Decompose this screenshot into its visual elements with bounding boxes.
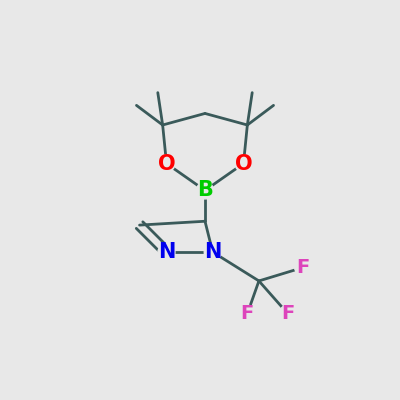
Circle shape <box>295 259 312 276</box>
Text: F: F <box>296 258 310 277</box>
Text: O: O <box>235 154 252 174</box>
Circle shape <box>279 305 296 322</box>
Text: N: N <box>158 242 175 262</box>
Text: F: F <box>281 304 294 323</box>
Text: O: O <box>158 154 175 174</box>
Circle shape <box>196 182 214 199</box>
Text: F: F <box>241 304 254 323</box>
Circle shape <box>204 244 221 260</box>
Text: N: N <box>204 242 221 262</box>
Circle shape <box>235 155 252 172</box>
Text: B: B <box>197 180 213 200</box>
Circle shape <box>158 155 175 172</box>
Circle shape <box>158 244 175 260</box>
Circle shape <box>239 305 256 322</box>
